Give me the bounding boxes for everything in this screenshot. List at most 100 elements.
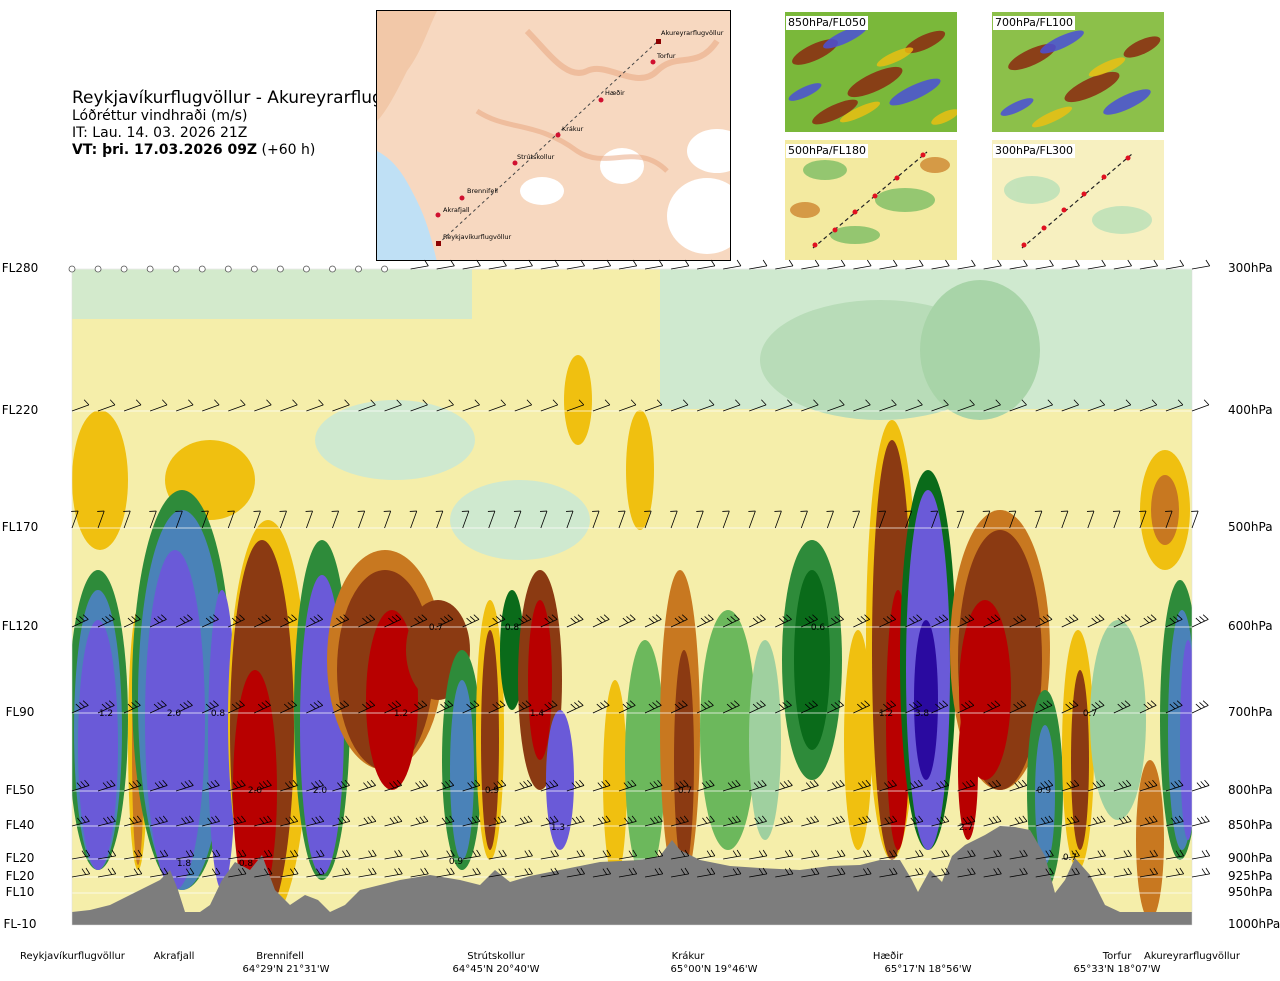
wind-barb — [514, 815, 533, 827]
mini-map-700-label: 700hPa/FL100 — [993, 16, 1076, 30]
wind-barb — [644, 399, 663, 412]
wind-barb — [905, 259, 924, 270]
wind-barb — [254, 614, 271, 628]
wind-barb — [332, 867, 351, 878]
wind-barb — [801, 614, 818, 628]
pressure-tick-label: 925hPa — [1228, 869, 1273, 883]
wind-barb — [1087, 815, 1106, 827]
wind-barb — [905, 779, 923, 792]
wind-barb — [176, 849, 195, 860]
wind-barb — [697, 259, 716, 270]
route-map-svg: Reykjavíkurflugvöllur Akrafjall Brennife… — [377, 11, 730, 260]
wind-barb — [905, 849, 924, 860]
location-coordinate: 65°17'N 18°56'W — [884, 964, 972, 975]
wind-barb — [539, 510, 548, 529]
parameter-label: Lóðréttur vindhraði (m/s) — [72, 108, 248, 124]
wind-barb — [670, 815, 689, 827]
wind-barb — [1113, 700, 1131, 714]
wind-barb — [671, 849, 690, 860]
wind-barb — [1060, 510, 1069, 529]
wind-barb — [1009, 779, 1028, 792]
wind-barb — [358, 700, 376, 714]
wind-barb — [670, 779, 689, 792]
wind-barb — [775, 614, 792, 628]
wind-barb — [566, 849, 585, 860]
location-coordinate: 65°33'N 18°07'W — [1073, 964, 1161, 975]
wind-barb — [97, 815, 116, 827]
contour-label: 2.0 — [313, 786, 328, 796]
contour-label: 1.8 — [177, 859, 192, 869]
fl-tick-label: FL120 — [1, 619, 39, 633]
terrain-profile — [72, 826, 1192, 925]
wind-barb — [748, 510, 756, 529]
column-cells — [72, 420, 1192, 920]
wind-barb — [618, 510, 626, 529]
wind-barb — [254, 779, 272, 792]
wind-barb — [306, 867, 325, 878]
mini-map-850-label: 850hPa/FL050 — [786, 16, 869, 30]
wind-barb — [827, 849, 846, 860]
wind-barb — [383, 510, 392, 529]
wind-barb — [1035, 700, 1053, 714]
wind-barb — [462, 849, 481, 860]
wind-barb — [827, 614, 844, 628]
wind-barb — [801, 815, 820, 827]
wind-barb — [775, 867, 794, 878]
wind-barb — [71, 510, 79, 529]
fl-tick-label: FL40 — [5, 818, 35, 832]
wind-barb — [306, 779, 324, 792]
wind-barb — [696, 779, 715, 792]
pressure-tick-label: 850hPa — [1228, 818, 1273, 832]
location-label: Brennifell — [256, 951, 304, 962]
map-label-akrafjall: Akrafjall — [443, 206, 470, 214]
wind-barb — [436, 614, 454, 628]
wind-barb — [150, 867, 169, 878]
wind-barb — [644, 815, 663, 827]
wind-barb — [410, 815, 429, 827]
wind-barb — [801, 867, 820, 878]
wind-barb — [1087, 849, 1106, 860]
wind-barb — [1086, 510, 1095, 529]
wind-barb — [202, 779, 220, 792]
wind-barb — [332, 399, 350, 412]
wind-barb — [202, 867, 221, 878]
wind-barb — [723, 867, 742, 878]
pressure-tick-label: 500hPa — [1228, 520, 1273, 534]
wind-barb — [384, 867, 403, 878]
wind-barb — [332, 700, 350, 714]
wind-barb — [280, 779, 298, 792]
wind-barb — [1139, 614, 1157, 628]
wind-barb — [202, 815, 220, 827]
wind-barb — [853, 399, 871, 412]
wind-barb — [1191, 815, 1210, 827]
wind-barb — [228, 614, 245, 628]
map-label-torfur: Torfur — [656, 52, 676, 60]
wind-barb — [462, 259, 481, 270]
wind-barb — [1191, 700, 1209, 714]
wind-barb — [384, 700, 402, 714]
wind-barb — [1035, 399, 1053, 412]
wind-barb — [983, 399, 1001, 412]
wind-barb — [1191, 779, 1210, 792]
wind-barb — [983, 867, 1002, 878]
wind-barb — [514, 867, 533, 878]
wind-barb — [1165, 614, 1183, 628]
wind-barb — [566, 399, 585, 412]
wind-barb — [618, 867, 638, 878]
wind-barb — [332, 849, 351, 860]
wind-barb — [514, 614, 532, 628]
wind-barb — [253, 510, 261, 529]
wind-barb — [775, 700, 792, 714]
contour-label: 0.7 — [1063, 853, 1077, 863]
wind-barb — [1009, 399, 1027, 412]
pressure-tick-label: 950hPa — [1228, 885, 1273, 899]
map-label-rvk: Reykjavíkurflugvöllur — [443, 233, 512, 241]
wind-barb — [1113, 259, 1132, 270]
wind-barb — [905, 614, 923, 628]
wind-barb — [462, 867, 481, 878]
wind-barb — [462, 614, 480, 628]
wind-barb — [488, 700, 506, 714]
wind-barb — [644, 779, 663, 792]
wind-barb — [722, 614, 740, 628]
